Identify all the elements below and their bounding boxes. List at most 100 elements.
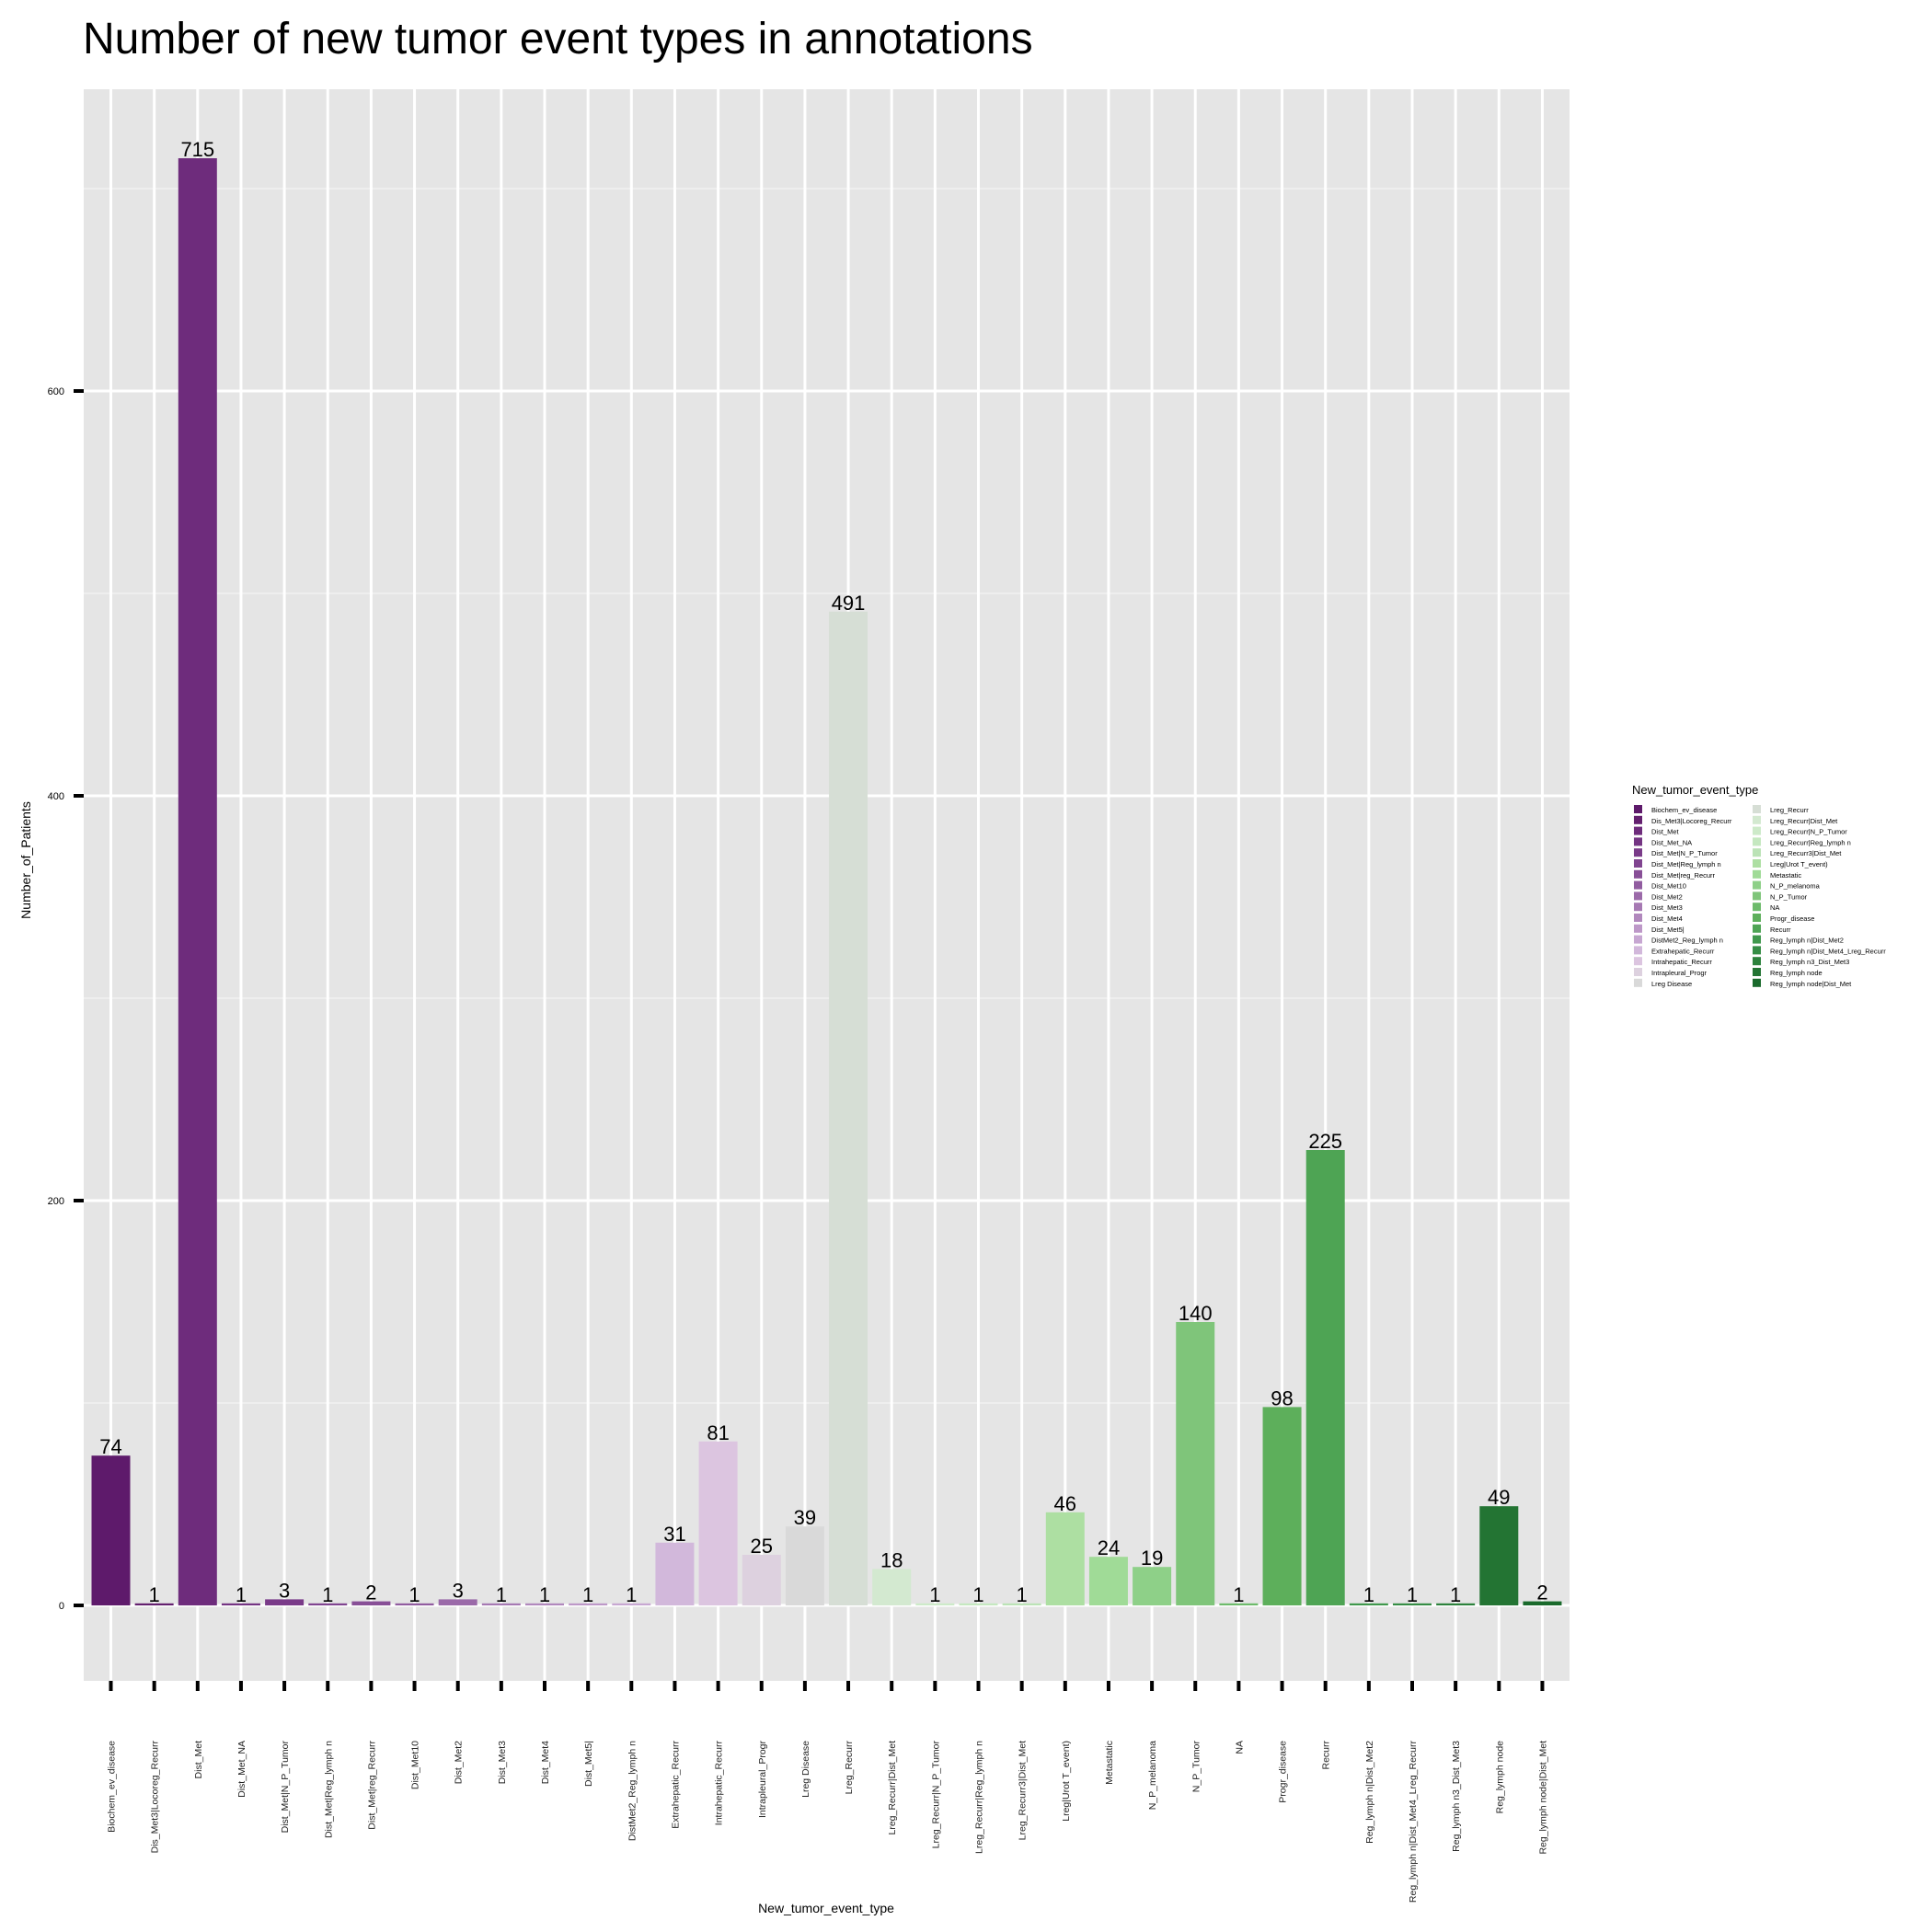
legend-swatch	[1634, 837, 1642, 846]
legend-item-label: Dis_Met3|Locoreg_Recurr	[1651, 817, 1732, 825]
legend-swatch	[1634, 826, 1642, 835]
bar-Lreg_Recurr|Dist_Met	[872, 1569, 912, 1605]
legend-swatch	[1753, 869, 1761, 879]
bar-value-label: 1	[929, 1583, 940, 1606]
x-tick-label: Dist_Met|reg_Recurr	[366, 1741, 377, 1830]
legend-swatch	[1753, 978, 1761, 987]
bar-value-label: 98	[1271, 1386, 1293, 1409]
bar-Lreg_Recurr|Reg_lymph n	[959, 1603, 998, 1605]
chart-title: Number of new tumor event types in annot…	[83, 15, 1033, 63]
legend-title: New_tumor_event_type	[1632, 783, 1758, 797]
bar-Dist_Met|Reg_lymph n	[308, 1603, 348, 1605]
legend-item-label: Lreg|Urot T_event)	[1770, 860, 1828, 868]
bar-Lreg_Recurr|N_P_Tumor	[915, 1603, 955, 1605]
bar-value-label: 715	[180, 138, 214, 161]
legend-swatch	[1753, 924, 1761, 933]
legend-item-label: Lreg_Recurr|N_P_Tumor	[1770, 828, 1847, 836]
bar-value-label: 74	[99, 1435, 121, 1458]
legend-item-label: Lreg Disease	[1651, 980, 1692, 988]
x-tick-label: Recurr	[1321, 1741, 1332, 1770]
bar-value-label: 1	[149, 1583, 160, 1606]
y-tick-label: 400	[48, 791, 64, 802]
x-tick-label: Lreg_Recurr|Reg_lymph n	[974, 1741, 985, 1854]
legend-swatch	[1753, 968, 1761, 976]
bar-Dist_Met5|	[569, 1603, 608, 1605]
legend-item-label: Dist_Met2	[1651, 892, 1683, 901]
x-tick-label: Dist_Met3	[497, 1741, 508, 1784]
bar-Reg_lymph node|Dist_Met	[1523, 1601, 1562, 1605]
bar-Dis_Met3|Locoreg_Recurr	[134, 1603, 174, 1605]
bar-Reg_lymph n|Dist_Met2	[1349, 1603, 1388, 1605]
bar-value-label: 3	[453, 1579, 464, 1602]
legend-item-label: N_P_melanoma	[1770, 882, 1821, 891]
y-tick-label: 200	[48, 1196, 64, 1207]
bar-value-label: 1	[626, 1583, 637, 1606]
bar-N_P_Tumor	[1176, 1322, 1215, 1605]
x-tick-label: Progr_disease	[1278, 1741, 1289, 1803]
legend-item-label: Lreg_Recurr|Reg_lymph n	[1770, 838, 1851, 846]
legend-item-label: Reg_lymph n3_Dist_Met3	[1770, 958, 1849, 966]
legend-swatch	[1753, 891, 1761, 901]
legend-swatch	[1753, 935, 1761, 944]
bar-value-label: 31	[663, 1523, 685, 1546]
bar-Lreg|Urot T_event)	[1045, 1512, 1085, 1605]
legend-swatch	[1753, 805, 1761, 813]
bar-value-label: 1	[582, 1583, 593, 1606]
legend-item-label: Lreg_Recurr3|Dist_Met	[1770, 849, 1842, 857]
x-tick-label: Extrahepatic_Recurr	[670, 1741, 681, 1829]
legend-swatch	[1753, 815, 1761, 824]
x-tick-label: Dist_Met2	[454, 1741, 465, 1784]
legend-swatch	[1753, 837, 1761, 846]
x-tick-label: Dist_Met	[193, 1741, 204, 1779]
legend-swatch	[1634, 957, 1642, 966]
x-axis-title: New_tumor_event_type	[758, 1901, 894, 1915]
bar-value-label: 46	[1054, 1492, 1076, 1515]
bar-Dist_Met|N_P_Tumor	[265, 1599, 305, 1605]
x-tick-label: Lreg|Urot T_event)	[1061, 1741, 1072, 1822]
bar-value-label: 19	[1141, 1547, 1163, 1570]
legend-item-label: Dist_Met|N_P_Tumor	[1651, 849, 1718, 857]
x-tick-label: N_P_Tumor	[1190, 1741, 1202, 1793]
bar-value-label: 2	[365, 1581, 376, 1604]
bar-Intrapleural_Progr	[742, 1555, 781, 1605]
legend-swatch	[1753, 848, 1761, 857]
bar-Recurr	[1305, 1150, 1345, 1605]
bar-Reg_lymph n|Dist_Met4_Lreg_Recurr	[1393, 1603, 1432, 1605]
bar-Dist_Met2	[438, 1599, 477, 1605]
x-axis: Biochem_ev_disease Dis_Met3|Locoreg_Recur…	[107, 1681, 1548, 1903]
bar-value-label: 25	[751, 1535, 773, 1558]
bar-Lreg_Recurr3|Dist_Met	[1002, 1603, 1041, 1605]
legend-swatch	[1753, 859, 1761, 868]
legend-item-label: Metastatic	[1770, 871, 1801, 880]
bar-Lreg_Recurr	[829, 611, 868, 1605]
legend-swatch	[1634, 946, 1642, 955]
legend-item-label: N_P_Tumor	[1770, 892, 1808, 901]
bar-Lreg Disease	[785, 1526, 824, 1605]
legend-swatch	[1753, 903, 1761, 912]
x-tick-label: Dis_Met3|Locoreg_Recurr	[150, 1741, 161, 1854]
bar-Reg_lymph node	[1479, 1506, 1519, 1605]
legend-item-label: Dist_Met3	[1651, 903, 1683, 912]
x-tick-label: Lreg_Recurr|N_P_Tumor	[930, 1741, 941, 1849]
x-tick-label: Dist_Met_NA	[236, 1741, 247, 1798]
bar-value-label: 1	[408, 1583, 420, 1606]
legend-item-label: Dist_Met|reg_Recurr	[1651, 871, 1716, 880]
y-axis: 0 200 400 600	[48, 386, 84, 1612]
x-tick-label: Lreg Disease	[800, 1741, 811, 1798]
x-tick-label: Lreg_Recurr|Dist_Met	[887, 1741, 898, 1835]
bar-value-label: 1	[322, 1583, 333, 1606]
x-tick-label: DistMet2_Reg_lymph n	[627, 1741, 638, 1841]
legend-swatch	[1634, 924, 1642, 933]
x-tick-label: Biochem_ev_disease	[107, 1741, 118, 1833]
y-axis-title: Number_of_Patients	[18, 801, 33, 919]
bar-value-label: 1	[1017, 1583, 1028, 1606]
x-tick-label: Dist_Met|Reg_lymph n	[323, 1741, 334, 1838]
bar-Extrahepatic_Recurr	[655, 1542, 695, 1605]
bar-N_P_melanoma	[1133, 1567, 1172, 1605]
x-tick-label: Dist_Met4	[540, 1741, 551, 1784]
bar-value-label: 24	[1098, 1536, 1120, 1559]
x-tick-label: Metastatic	[1104, 1741, 1115, 1785]
legend-swatch	[1753, 880, 1761, 890]
